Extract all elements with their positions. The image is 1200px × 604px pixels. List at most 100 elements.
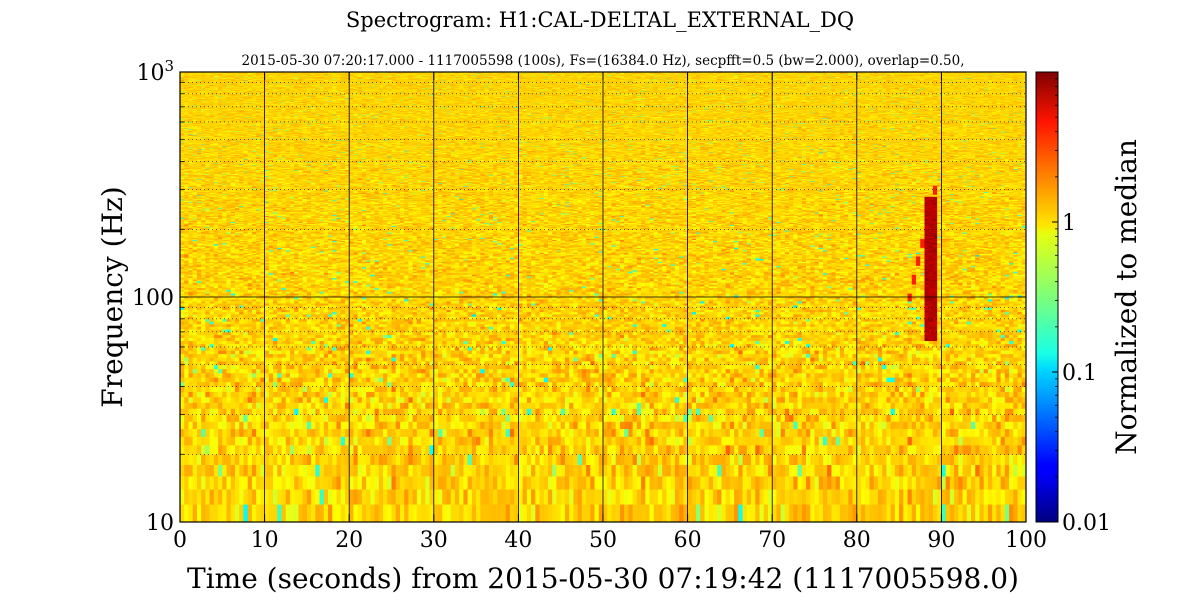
heatmap-cell bbox=[188, 332, 193, 335]
heatmap-cell bbox=[188, 465, 193, 477]
heatmap-cell bbox=[180, 489, 185, 504]
heatmap-cell bbox=[197, 357, 202, 361]
heatmap-cell bbox=[180, 373, 185, 378]
heatmap-cell bbox=[184, 354, 189, 358]
heatmap-cell bbox=[184, 321, 189, 324]
heatmap-cell bbox=[193, 365, 198, 369]
heatmap-cell bbox=[180, 421, 185, 429]
heatmap-cell bbox=[193, 408, 198, 415]
heatmap-cell bbox=[188, 489, 193, 504]
heatmap-cell bbox=[188, 408, 193, 415]
heatmap-cell bbox=[193, 489, 198, 504]
heatmap-cell bbox=[184, 373, 189, 378]
heatmap-cell bbox=[184, 415, 189, 422]
heatmap-cell bbox=[184, 369, 189, 374]
heatmap-cell bbox=[188, 335, 193, 338]
heatmap-cell bbox=[188, 326, 193, 329]
heatmap-cell bbox=[193, 319, 198, 322]
heatmap-cell bbox=[197, 421, 202, 429]
heatmap-cell bbox=[193, 332, 198, 335]
chart-title: Spectrogram: H1:CAL-DELTAL_EXTERNAL_DQ bbox=[346, 8, 854, 32]
heatmap-cell bbox=[188, 476, 193, 489]
heatmap-cell bbox=[180, 357, 185, 361]
heatmap-cell bbox=[180, 402, 185, 408]
heatmap-cell bbox=[184, 377, 189, 382]
heatmap-cell bbox=[184, 445, 189, 455]
heatmap-cell bbox=[197, 489, 202, 504]
heatmap-cell bbox=[197, 312, 202, 315]
heatmap-cell bbox=[197, 382, 202, 387]
heatmap-cell bbox=[197, 504, 202, 522]
heatmap-cell bbox=[180, 436, 185, 445]
heatmap-cell bbox=[197, 377, 202, 382]
heatmap-cell bbox=[184, 324, 189, 327]
heatmap-cell bbox=[197, 314, 202, 317]
heatmap-cell bbox=[188, 387, 193, 392]
heatmap-cell bbox=[180, 350, 185, 354]
heatmap-cell bbox=[184, 382, 189, 387]
heatmap-cell bbox=[193, 321, 198, 324]
heatmap-cell bbox=[197, 392, 202, 398]
heatmap-cell bbox=[193, 350, 198, 354]
heatmap-cell bbox=[188, 402, 193, 408]
heatmap-cell bbox=[184, 454, 189, 465]
heatmap-cell bbox=[188, 347, 193, 351]
heatmap-cell bbox=[180, 319, 185, 322]
heatmap-cell bbox=[180, 347, 185, 351]
heatmap-cell bbox=[197, 332, 202, 335]
heatmap-cell bbox=[193, 357, 198, 361]
heatmap-cell bbox=[188, 454, 193, 465]
heatmap-cell bbox=[188, 415, 193, 422]
heatmap-cell bbox=[184, 421, 189, 429]
heatmap-cell bbox=[184, 332, 189, 335]
heatmap-cell bbox=[197, 402, 202, 408]
heatmap-cell bbox=[188, 319, 193, 322]
heatmap-cell bbox=[193, 341, 198, 345]
heatmap-cell bbox=[188, 421, 193, 429]
heatmap-cell bbox=[180, 324, 185, 327]
heatmap-cell bbox=[188, 382, 193, 387]
heatmap-cell bbox=[193, 387, 198, 392]
heatmap-cell bbox=[180, 397, 185, 403]
heatmap-cell bbox=[197, 397, 202, 403]
heatmap-cell bbox=[180, 454, 185, 465]
heatmap-cell bbox=[180, 321, 185, 324]
heatmap-cell bbox=[188, 321, 193, 324]
heatmap-cell bbox=[184, 402, 189, 408]
heatmap-cell bbox=[180, 365, 185, 369]
heatmap-cell bbox=[180, 369, 185, 374]
heatmap-cell bbox=[193, 392, 198, 398]
heatmap-cell bbox=[188, 397, 193, 403]
heatmap-cell bbox=[197, 465, 202, 477]
heatmap-cell bbox=[184, 397, 189, 403]
heatmap-cell bbox=[193, 312, 198, 315]
heatmap-cell bbox=[184, 347, 189, 351]
heatmap-cell bbox=[193, 465, 198, 477]
heatmap-cell bbox=[193, 445, 198, 455]
heatmap-cell bbox=[188, 436, 193, 445]
heatmap-cell bbox=[197, 326, 202, 329]
heatmap-cell bbox=[193, 382, 198, 387]
heatmap-cell bbox=[197, 476, 202, 489]
heatmap-cell bbox=[180, 326, 185, 329]
heatmap-cell bbox=[184, 341, 189, 345]
heatmap-cell bbox=[188, 357, 193, 361]
heatmap-cell bbox=[180, 387, 185, 392]
heatmap-cell bbox=[180, 338, 185, 341]
heatmap-cell bbox=[197, 347, 202, 351]
heatmap-cell bbox=[188, 377, 193, 382]
heatmap-cell bbox=[193, 335, 198, 338]
heatmap-cell bbox=[188, 324, 193, 327]
heatmap-cell bbox=[188, 365, 193, 369]
heatmap-cell bbox=[188, 338, 193, 341]
heatmap-cell bbox=[197, 324, 202, 327]
heatmap-cell bbox=[188, 373, 193, 378]
heatmap-cell bbox=[184, 504, 189, 522]
heatmap-cell bbox=[197, 387, 202, 392]
heatmap-cell bbox=[184, 465, 189, 477]
heatmap-cell bbox=[197, 408, 202, 415]
heatmap-cell bbox=[188, 341, 193, 345]
heatmap-cell bbox=[193, 326, 198, 329]
heatmap-cell bbox=[184, 387, 189, 392]
